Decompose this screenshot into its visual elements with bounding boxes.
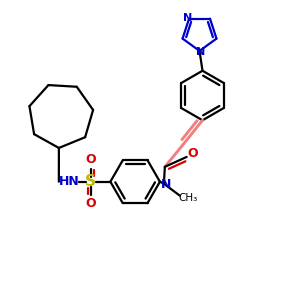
Text: O: O bbox=[187, 148, 198, 160]
Text: O: O bbox=[85, 153, 96, 167]
Text: N: N bbox=[196, 47, 205, 57]
Text: CH₃: CH₃ bbox=[178, 193, 197, 202]
Text: O: O bbox=[85, 197, 96, 210]
Text: N: N bbox=[161, 178, 171, 191]
Text: S: S bbox=[85, 174, 96, 189]
Text: HN: HN bbox=[58, 175, 79, 188]
Text: N: N bbox=[183, 13, 193, 23]
